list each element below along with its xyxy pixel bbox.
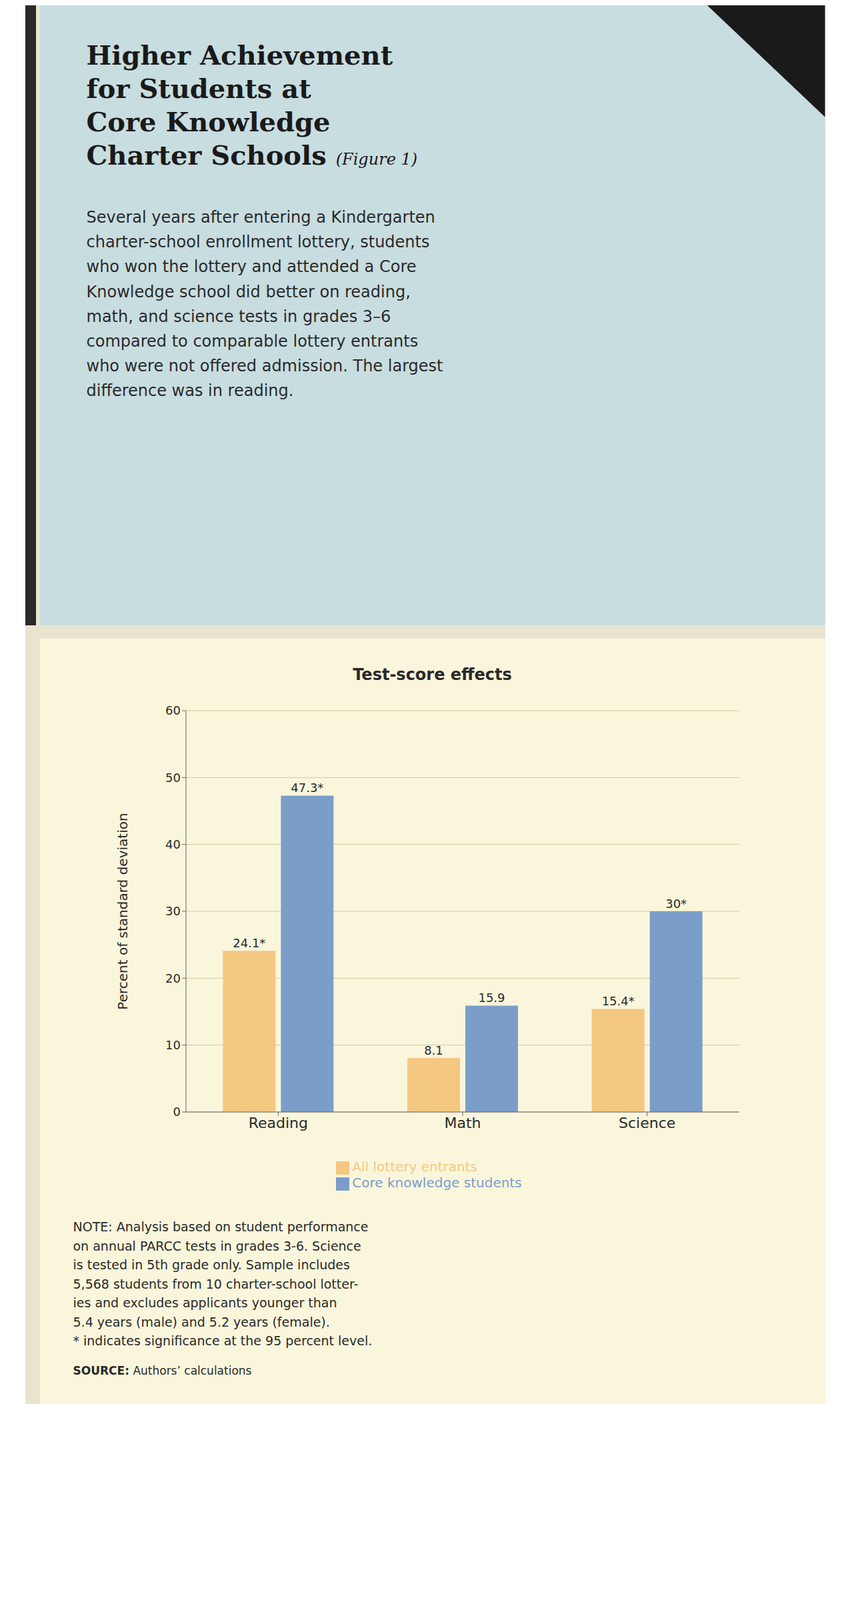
html-text:Core knowledge students: Core knowledge students: [352, 1174, 522, 1191]
html-text:Several years after entering a: Several years after entering a Kindergar…: [86, 208, 443, 401]
svg-text:47.3*: 47.3*: [290, 780, 324, 795]
svg-text:30*: 30*: [665, 896, 687, 911]
svg-text:Science: Science: [618, 1114, 676, 1132]
svg-text:15.4*: 15.4*: [601, 994, 634, 1008]
svg-text:40: 40: [165, 837, 181, 852]
html-text:NOTE: Analysis based on studen: NOTE: Analysis based on student performa…: [73, 1219, 373, 1348]
html-text:All lottery entrants: All lottery entrants: [352, 1158, 478, 1175]
svg-text:Math: Math: [444, 1114, 481, 1132]
svg-text:50: 50: [165, 770, 181, 785]
svg-text:15.9: 15.9: [478, 990, 505, 1005]
svg-text:30: 30: [165, 904, 181, 918]
svg-text:10: 10: [165, 1038, 181, 1052]
svg-text:8.1: 8.1: [424, 1043, 444, 1058]
svg-text:24.1*: 24.1*: [232, 936, 266, 950]
html-text:Higher Achievement for Student: Higher Achievement for Students at Core …: [86, 39, 418, 171]
svg-text:0: 0: [172, 1104, 180, 1119]
svg-text:Percent of standard deviation: Percent of standard deviation: [114, 812, 131, 1010]
svg-text:60: 60: [165, 703, 181, 718]
svg-text:20: 20: [165, 971, 181, 986]
html-text:SOURCE: Authors’ calculations: SOURCE: Authors’ calculations: [73, 1363, 252, 1377]
html-text:Test-score effects: Test-score effects: [352, 665, 512, 684]
svg-text:Reading: Reading: [248, 1114, 308, 1132]
